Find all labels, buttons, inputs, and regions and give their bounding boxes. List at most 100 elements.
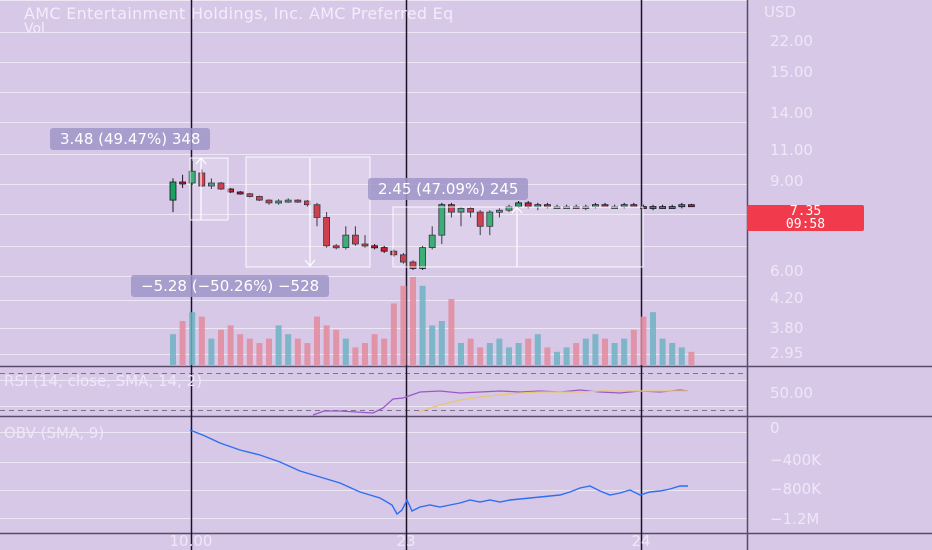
volume-bar-25 [410, 277, 416, 365]
obv-axis-tick-3: −1.2M [770, 510, 819, 528]
volume-bar-47 [621, 338, 628, 365]
candle-body-45 [601, 204, 609, 208]
candle-body-47 [620, 204, 628, 208]
volume-bar-0 [170, 334, 176, 365]
candle-body-23 [390, 250, 398, 256]
volume-bar-45 [602, 338, 608, 365]
volume-bar-32 [477, 347, 484, 365]
candle-body-25 [409, 261, 417, 269]
volume-bar-27 [429, 325, 436, 365]
volume-bar-19 [352, 347, 359, 365]
candle-body-22 [380, 247, 388, 252]
candle-body-3 [198, 172, 206, 187]
volume-bar-23 [390, 303, 397, 365]
candle-body-27 [428, 234, 436, 248]
rsi-axis-tick-0: 50.00 [770, 384, 813, 402]
measure-label-drop: −5.28 (−50.26%) −528 [131, 275, 330, 297]
candle-body-52 [668, 206, 676, 209]
price-axis-tick-3: 11.00 [770, 141, 813, 159]
volume-bar-30 [458, 343, 464, 365]
price-axis-tick-4: 9.00 [770, 172, 803, 190]
volume-bar-16 [323, 325, 330, 365]
volume-bar-46 [611, 343, 618, 365]
volume-bar-12 [285, 334, 292, 365]
candle-body-13 [294, 199, 302, 203]
volume-bar-2 [189, 312, 196, 365]
measure-drop-box [245, 156, 371, 268]
measure-recovery-box [392, 206, 644, 268]
volume-bar-38 [534, 334, 541, 365]
volume-bar-42 [573, 343, 580, 365]
volume-bar-8 [246, 338, 253, 365]
volume-bar-52 [669, 343, 676, 365]
rsi-pane-label: RSI (14, close, SMA, 14, 2) [4, 372, 203, 390]
measure-recovery-arrow-head [511, 206, 523, 214]
candle-body-19 [351, 234, 359, 245]
candle-body-0 [169, 181, 177, 201]
obv-line [189, 429, 688, 516]
price-axis-currency: USD [764, 3, 796, 21]
volume-bar-41 [563, 347, 570, 365]
candle-body-5 [217, 182, 225, 190]
bar-countdown: 09:58 [785, 217, 826, 232]
candle-body-53 [678, 204, 686, 208]
volume-bar-36 [515, 343, 522, 365]
candle-body-38 [534, 204, 542, 208]
measure-label-recovery: 2.45 (47.09%) 245 [368, 178, 529, 200]
time-axis-tick-0: 10.00 [170, 532, 213, 550]
candle-body-9 [255, 196, 263, 201]
volume-bar-33 [486, 343, 493, 365]
candle-body-2 [188, 170, 196, 184]
candle-body-50 [649, 206, 657, 209]
obv-pane-label: OBV (SMA, 9) [4, 424, 105, 442]
price-axis-tick-5: 6.00 [770, 262, 803, 280]
volume-bar-50 [650, 312, 656, 365]
candle-body-18 [342, 234, 350, 248]
volume-bar-5 [218, 329, 224, 365]
candle-body-16 [323, 217, 331, 247]
volume-bar-17 [333, 329, 340, 365]
candle-body-33 [486, 211, 494, 227]
price-axis-tick-1: 15.00 [770, 63, 813, 81]
candle-body-36 [515, 202, 522, 207]
volume-bar-39 [544, 347, 551, 365]
volume-bar-11 [275, 325, 282, 365]
candle-body-31 [467, 207, 475, 213]
volume-bar-35 [506, 347, 512, 365]
volume-bar-3 [198, 316, 205, 365]
candle-body-10 [265, 199, 273, 204]
volume-bar-10 [266, 338, 272, 365]
price-axis-tick-7: 3.80 [770, 319, 803, 337]
volume-bar-40 [554, 351, 560, 365]
last-price: 7.35 [789, 204, 822, 219]
candle-body-7 [236, 191, 244, 195]
obv-axis-tick-1: −400K [770, 451, 822, 469]
candle-body-15 [313, 204, 321, 218]
price-axis-tick-6: 4.20 [770, 289, 803, 307]
volume-bar-51 [659, 338, 666, 365]
measure-rise-arrow-head [195, 157, 207, 165]
candle-body-8 [246, 193, 254, 197]
volume-bar-15 [314, 316, 320, 365]
price-axis-tick-8: 2.95 [770, 344, 803, 362]
candle-body-30 [457, 207, 465, 213]
volume-bar-9 [256, 343, 263, 365]
candle-body-11 [275, 200, 283, 204]
last-price-tag: 7.35 09:58 [747, 205, 864, 231]
candle-body-51 [659, 206, 666, 209]
rsi-sma-line [417, 390, 688, 413]
volume-bar-49 [640, 316, 647, 365]
candle-body-54 [688, 204, 695, 208]
obv-axis-tick-2: −800K [770, 480, 822, 498]
price-axis-tick-2: 14.00 [770, 104, 813, 122]
volume-bar-4 [208, 338, 215, 365]
volume-bar-44 [592, 334, 599, 365]
candle-body-34 [495, 209, 503, 213]
volume-label: Vol [24, 21, 45, 37]
volume-bar-22 [381, 338, 388, 365]
volume-bar-13 [294, 338, 301, 365]
measure-rise-box [189, 157, 229, 221]
candle-body-26 [419, 247, 427, 269]
